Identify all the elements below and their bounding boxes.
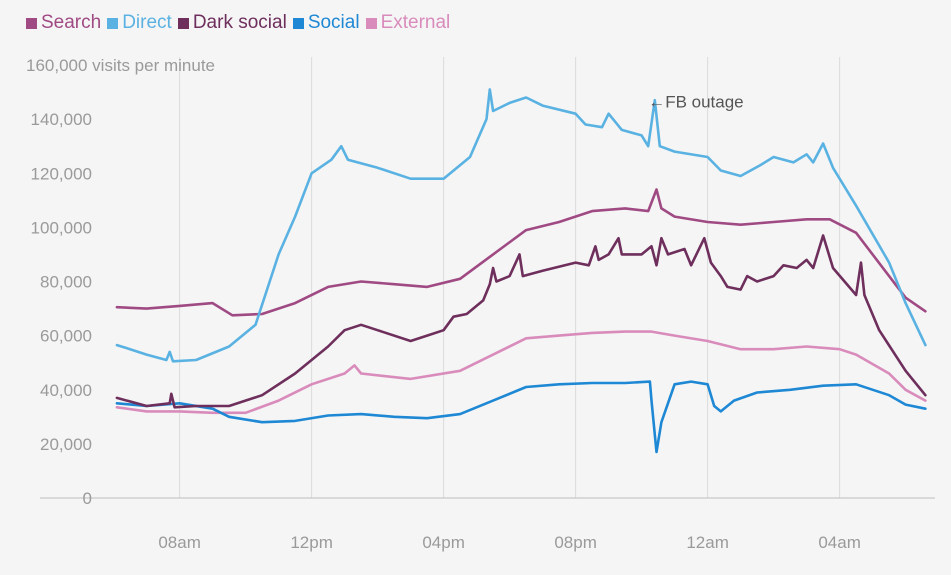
legend-label-dark-social: Dark social: [192, 12, 287, 33]
legend-label-search: Search: [41, 12, 102, 33]
x-tick-label: 04am: [818, 533, 861, 552]
y-tick-label: 40,000: [40, 381, 92, 400]
legend: Search Direct Dark social Social Externa…: [26, 12, 456, 34]
annotation-fb-outage: ←FB outage: [648, 93, 743, 112]
y-tick-label: 80,000: [40, 273, 92, 292]
series-line-search: [115, 188, 927, 317]
legend-swatch-dark-social: [177, 17, 189, 29]
legend-item-dark-social[interactable]: Dark social: [177, 12, 287, 34]
legend-swatch-social: [292, 17, 304, 29]
legend-item-external[interactable]: External: [365, 12, 451, 34]
y-tick-label: 140,000: [31, 110, 92, 129]
legend-item-search[interactable]: Search: [26, 12, 101, 34]
legend-label-external: External: [380, 12, 451, 33]
series-layer: [115, 88, 927, 454]
legend-item-social[interactable]: Social: [292, 12, 360, 34]
legend-label-direct: Direct: [122, 12, 172, 33]
y-tick-label: 120,000: [31, 164, 92, 183]
legend-swatch-external: [365, 17, 377, 29]
x-tick-label: 08pm: [554, 533, 597, 552]
y-axis-label: 160,000 visits per minute: [26, 56, 215, 75]
series-line-external: [115, 330, 927, 415]
y-tick-label: 100,000: [31, 218, 92, 237]
x-tick-label: 08am: [158, 533, 201, 552]
grid-layer: [40, 57, 935, 499]
x-tick-label: 04pm: [422, 533, 465, 552]
legend-label-social: Social: [307, 12, 360, 33]
series-line-direct: [115, 88, 927, 363]
y-tick-label: 0: [83, 489, 92, 508]
x-tick-label: 12pm: [290, 533, 333, 552]
legend-swatch-search: [26, 17, 37, 29]
y-tick-label: 20,000: [40, 435, 92, 454]
x-tick-label: 12am: [686, 533, 729, 552]
legend-item-direct[interactable]: Direct: [107, 12, 172, 34]
series-line-social: [115, 380, 927, 454]
y-tick-label: 60,000: [40, 327, 92, 346]
axis-layer: 08am 12pm 04pm 08pm 12am 04am 0 20,000 40,000 60,…: [26, 56, 861, 552]
legend-swatch-direct: [107, 17, 119, 29]
series-line-dark-social: [115, 234, 927, 409]
